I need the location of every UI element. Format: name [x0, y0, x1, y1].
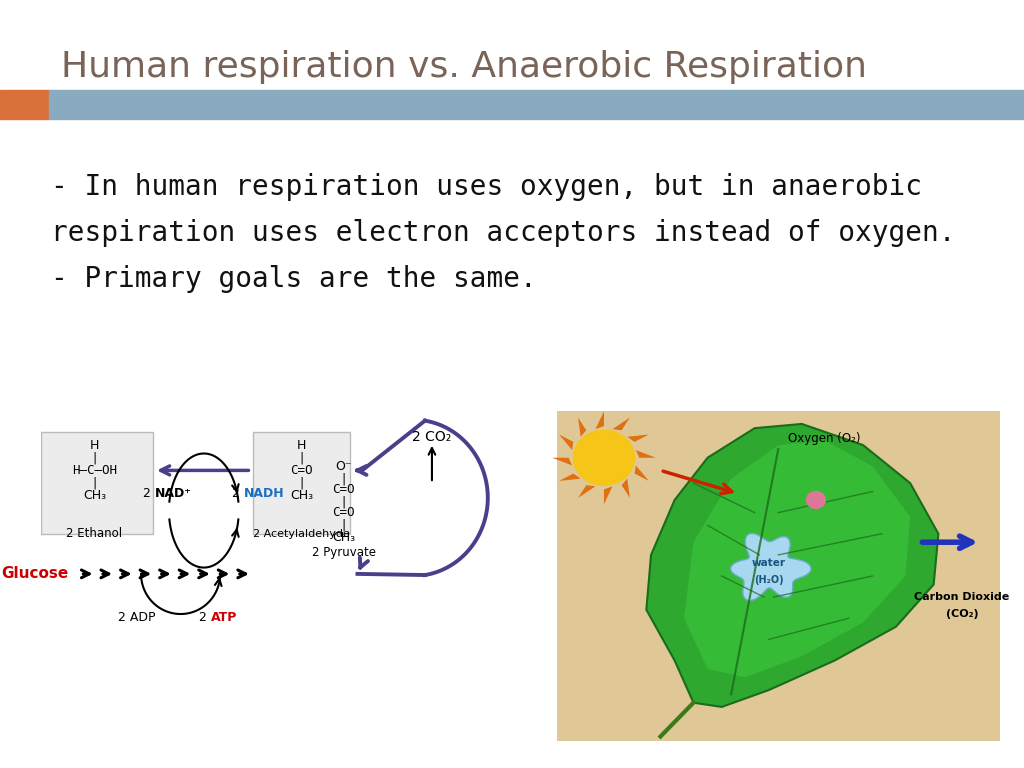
Polygon shape — [622, 478, 630, 498]
Text: C=O: C=O — [291, 464, 313, 477]
Text: |: | — [299, 477, 304, 489]
Polygon shape — [595, 412, 604, 429]
Text: |: | — [299, 452, 304, 464]
Text: NAD⁺: NAD⁺ — [155, 487, 191, 500]
Text: respiration uses electron acceptors instead of oxygen.: respiration uses electron acceptors inst… — [51, 219, 955, 247]
Polygon shape — [559, 474, 581, 481]
FancyArrowPatch shape — [161, 466, 249, 475]
Polygon shape — [604, 486, 612, 505]
Text: H–C–OH: H–C–OH — [72, 464, 117, 477]
Text: Human respiration vs. Anaerobic Respiration: Human respiration vs. Anaerobic Respirat… — [61, 50, 867, 84]
Text: 2: 2 — [231, 487, 244, 500]
Text: |: | — [341, 495, 346, 508]
Text: - In human respiration uses oxygen, but in anaerobic: - In human respiration uses oxygen, but … — [51, 173, 923, 200]
FancyBboxPatch shape — [557, 412, 999, 740]
Text: 2 CO₂: 2 CO₂ — [413, 429, 452, 444]
FancyBboxPatch shape — [253, 432, 350, 534]
FancyBboxPatch shape — [41, 432, 153, 534]
Text: 2: 2 — [143, 487, 155, 500]
Text: 2 Ethanol: 2 Ethanol — [67, 528, 123, 540]
Polygon shape — [731, 534, 811, 601]
Text: C=O: C=O — [332, 483, 354, 496]
Text: Glucose: Glucose — [2, 566, 69, 581]
Text: (CO₂): (CO₂) — [945, 609, 978, 619]
Text: ATP: ATP — [211, 611, 238, 624]
Circle shape — [807, 492, 825, 508]
Text: Carbon Dioxide: Carbon Dioxide — [914, 592, 1010, 602]
Bar — [0, 90, 49, 119]
Text: CH₃: CH₃ — [332, 531, 355, 545]
Text: Oxygen (O₂): Oxygen (O₂) — [787, 432, 860, 445]
Text: 2: 2 — [199, 611, 211, 624]
Text: CH₃: CH₃ — [290, 489, 313, 502]
Polygon shape — [628, 435, 649, 442]
Text: |: | — [341, 472, 346, 485]
Text: 2 ADP: 2 ADP — [118, 611, 155, 624]
Text: H: H — [297, 439, 306, 452]
Polygon shape — [635, 465, 649, 481]
Bar — [49, 90, 1024, 119]
Text: (H₂O): (H₂O) — [754, 575, 783, 585]
Text: 2 Acetylaldehyde: 2 Acetylaldehyde — [253, 528, 350, 539]
Text: H: H — [90, 439, 99, 452]
Text: |: | — [341, 519, 346, 531]
Polygon shape — [636, 450, 655, 458]
Text: O⁻: O⁻ — [335, 460, 352, 472]
Polygon shape — [646, 424, 938, 707]
Text: C=O: C=O — [332, 506, 354, 519]
Text: - Primary goals are the same.: - Primary goals are the same. — [51, 265, 537, 293]
Text: water: water — [752, 558, 785, 568]
Polygon shape — [578, 485, 595, 498]
Text: |: | — [92, 452, 96, 464]
Polygon shape — [612, 418, 630, 430]
Polygon shape — [578, 418, 587, 437]
Polygon shape — [559, 435, 573, 450]
Polygon shape — [552, 458, 572, 465]
Polygon shape — [684, 441, 910, 677]
Text: 2 Pyruvate: 2 Pyruvate — [311, 546, 376, 559]
Circle shape — [573, 430, 635, 485]
Text: |: | — [92, 477, 96, 489]
Text: CH₃: CH₃ — [83, 489, 106, 502]
Text: NADH: NADH — [244, 487, 284, 500]
